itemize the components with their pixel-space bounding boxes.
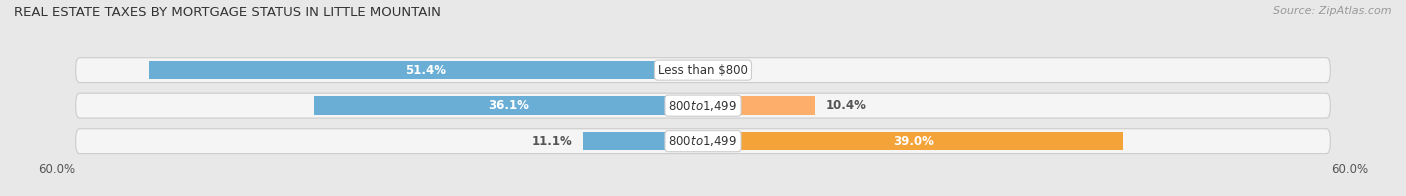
Text: $800 to $1,499: $800 to $1,499 <box>668 99 738 113</box>
Bar <box>149 61 703 79</box>
Bar <box>703 96 815 115</box>
Text: 51.4%: 51.4% <box>405 64 447 77</box>
Text: 39.0%: 39.0% <box>893 135 934 148</box>
Text: 0.0%: 0.0% <box>714 64 747 77</box>
Text: REAL ESTATE TAXES BY MORTGAGE STATUS IN LITTLE MOUNTAIN: REAL ESTATE TAXES BY MORTGAGE STATUS IN … <box>14 6 441 19</box>
Bar <box>314 96 703 115</box>
Text: Source: ZipAtlas.com: Source: ZipAtlas.com <box>1274 6 1392 16</box>
FancyBboxPatch shape <box>76 58 1330 83</box>
FancyBboxPatch shape <box>76 129 1330 154</box>
Text: 36.1%: 36.1% <box>488 99 529 112</box>
Text: 11.1%: 11.1% <box>531 135 572 148</box>
Legend: Without Mortgage, With Mortgage: Without Mortgage, With Mortgage <box>574 192 832 196</box>
FancyBboxPatch shape <box>76 93 1330 118</box>
Text: 10.4%: 10.4% <box>825 99 866 112</box>
Bar <box>703 132 1123 150</box>
Text: $800 to $1,499: $800 to $1,499 <box>668 134 738 148</box>
Bar <box>583 132 703 150</box>
Text: Less than $800: Less than $800 <box>658 64 748 77</box>
